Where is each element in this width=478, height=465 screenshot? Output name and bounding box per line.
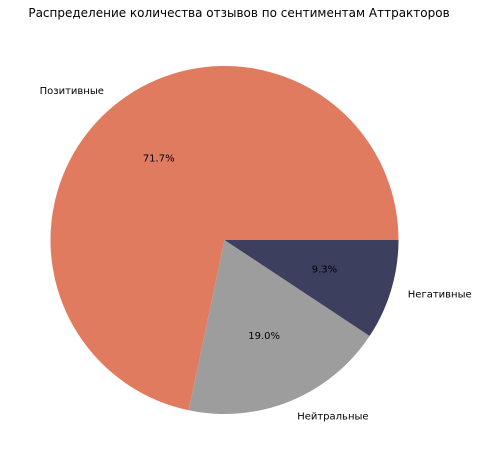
pie-slice-1 bbox=[50, 65, 399, 411]
slice-category-label: Нейтральные bbox=[297, 412, 368, 423]
pie-slice-2 bbox=[188, 240, 370, 414]
slice-category-label: Позитивные bbox=[40, 86, 104, 97]
slice-percent-label: 9.3% bbox=[312, 265, 337, 276]
slice-percent-label: 71.7% bbox=[143, 153, 175, 164]
slice-category-label: Негативные bbox=[408, 290, 472, 301]
chart-title: Распределение количества отзывов по сент… bbox=[28, 6, 450, 20]
pie-slice-3 bbox=[224, 240, 399, 336]
slice-percent-label: 19.0% bbox=[248, 331, 280, 342]
